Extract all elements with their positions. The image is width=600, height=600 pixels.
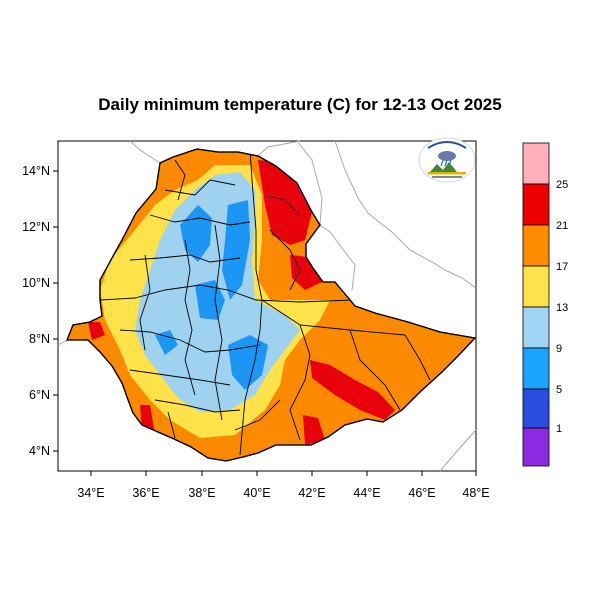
x-axis: 34°E 36°E 38°E 40°E 42°E 44°E 46°E 48°E [77, 471, 490, 500]
y-tick-label: 6°N [29, 388, 50, 402]
country-outline [66, 148, 477, 462]
colorbar-swatch [522, 306, 550, 349]
x-tick-label: 48°E [462, 486, 489, 500]
y-axis: 14°N 12°N 10°N 8°N 6°N 4°N [22, 164, 58, 458]
y-tick: 4°N [29, 444, 58, 458]
x-tick-label: 42°E [298, 486, 325, 500]
colorbar-label: 5 [556, 384, 562, 396]
colorbar-swatch [522, 224, 550, 267]
x-tick: 42°E [298, 471, 326, 500]
y-tick-label: 8°N [29, 332, 50, 346]
y-tick-label: 12°N [22, 220, 50, 234]
colorbar-label: 9 [556, 343, 562, 355]
neighbor-borders [57, 140, 477, 472]
colorbar-label: 13 [556, 302, 568, 314]
colorbar-swatch [522, 142, 550, 185]
x-tick-label: 34°E [77, 486, 104, 500]
y-tick-label: 14°N [22, 164, 50, 178]
colorbar-swatch [522, 265, 550, 308]
y-tick: 6°N [29, 388, 58, 402]
x-tick: 40°E [243, 471, 271, 500]
colorbar-label: 21 [556, 220, 568, 232]
x-tick-label: 44°E [353, 486, 380, 500]
x-tick: 36°E [132, 471, 160, 500]
y-tick: 10°N [22, 276, 58, 290]
y-tick-label: 10°N [22, 276, 50, 290]
x-tick: 34°E [77, 471, 105, 500]
x-tick-label: 36°E [132, 486, 159, 500]
x-tick-label: 38°E [188, 486, 215, 500]
y-tick: 14°N [22, 164, 58, 178]
colorbar-label: 25 [556, 179, 568, 191]
colorbar-swatch [522, 347, 550, 390]
colorbar-swatch [522, 388, 550, 429]
x-tick: 46°E [408, 471, 436, 500]
y-tick-label: 4°N [29, 444, 50, 458]
map-title: Daily minimum temperature (C) for 12-13 … [98, 95, 502, 114]
colorbar: 25 21 17 13 9 5 1 [522, 142, 568, 467]
meteorology-institute-logo-icon [418, 137, 476, 183]
x-tick: 38°E [188, 471, 216, 500]
y-tick: 12°N [22, 220, 58, 234]
colorbar-label: 1 [556, 423, 562, 435]
x-tick: 44°E [353, 471, 381, 500]
x-tick-label: 40°E [243, 486, 270, 500]
x-tick: 48°E [462, 471, 490, 500]
y-tick: 8°N [29, 332, 58, 346]
colorbar-label: 17 [556, 261, 568, 273]
x-tick-label: 46°E [408, 486, 435, 500]
admin-boundaries [99, 149, 431, 456]
colorbar-swatch [522, 427, 550, 467]
colorbar-swatch [522, 183, 550, 226]
